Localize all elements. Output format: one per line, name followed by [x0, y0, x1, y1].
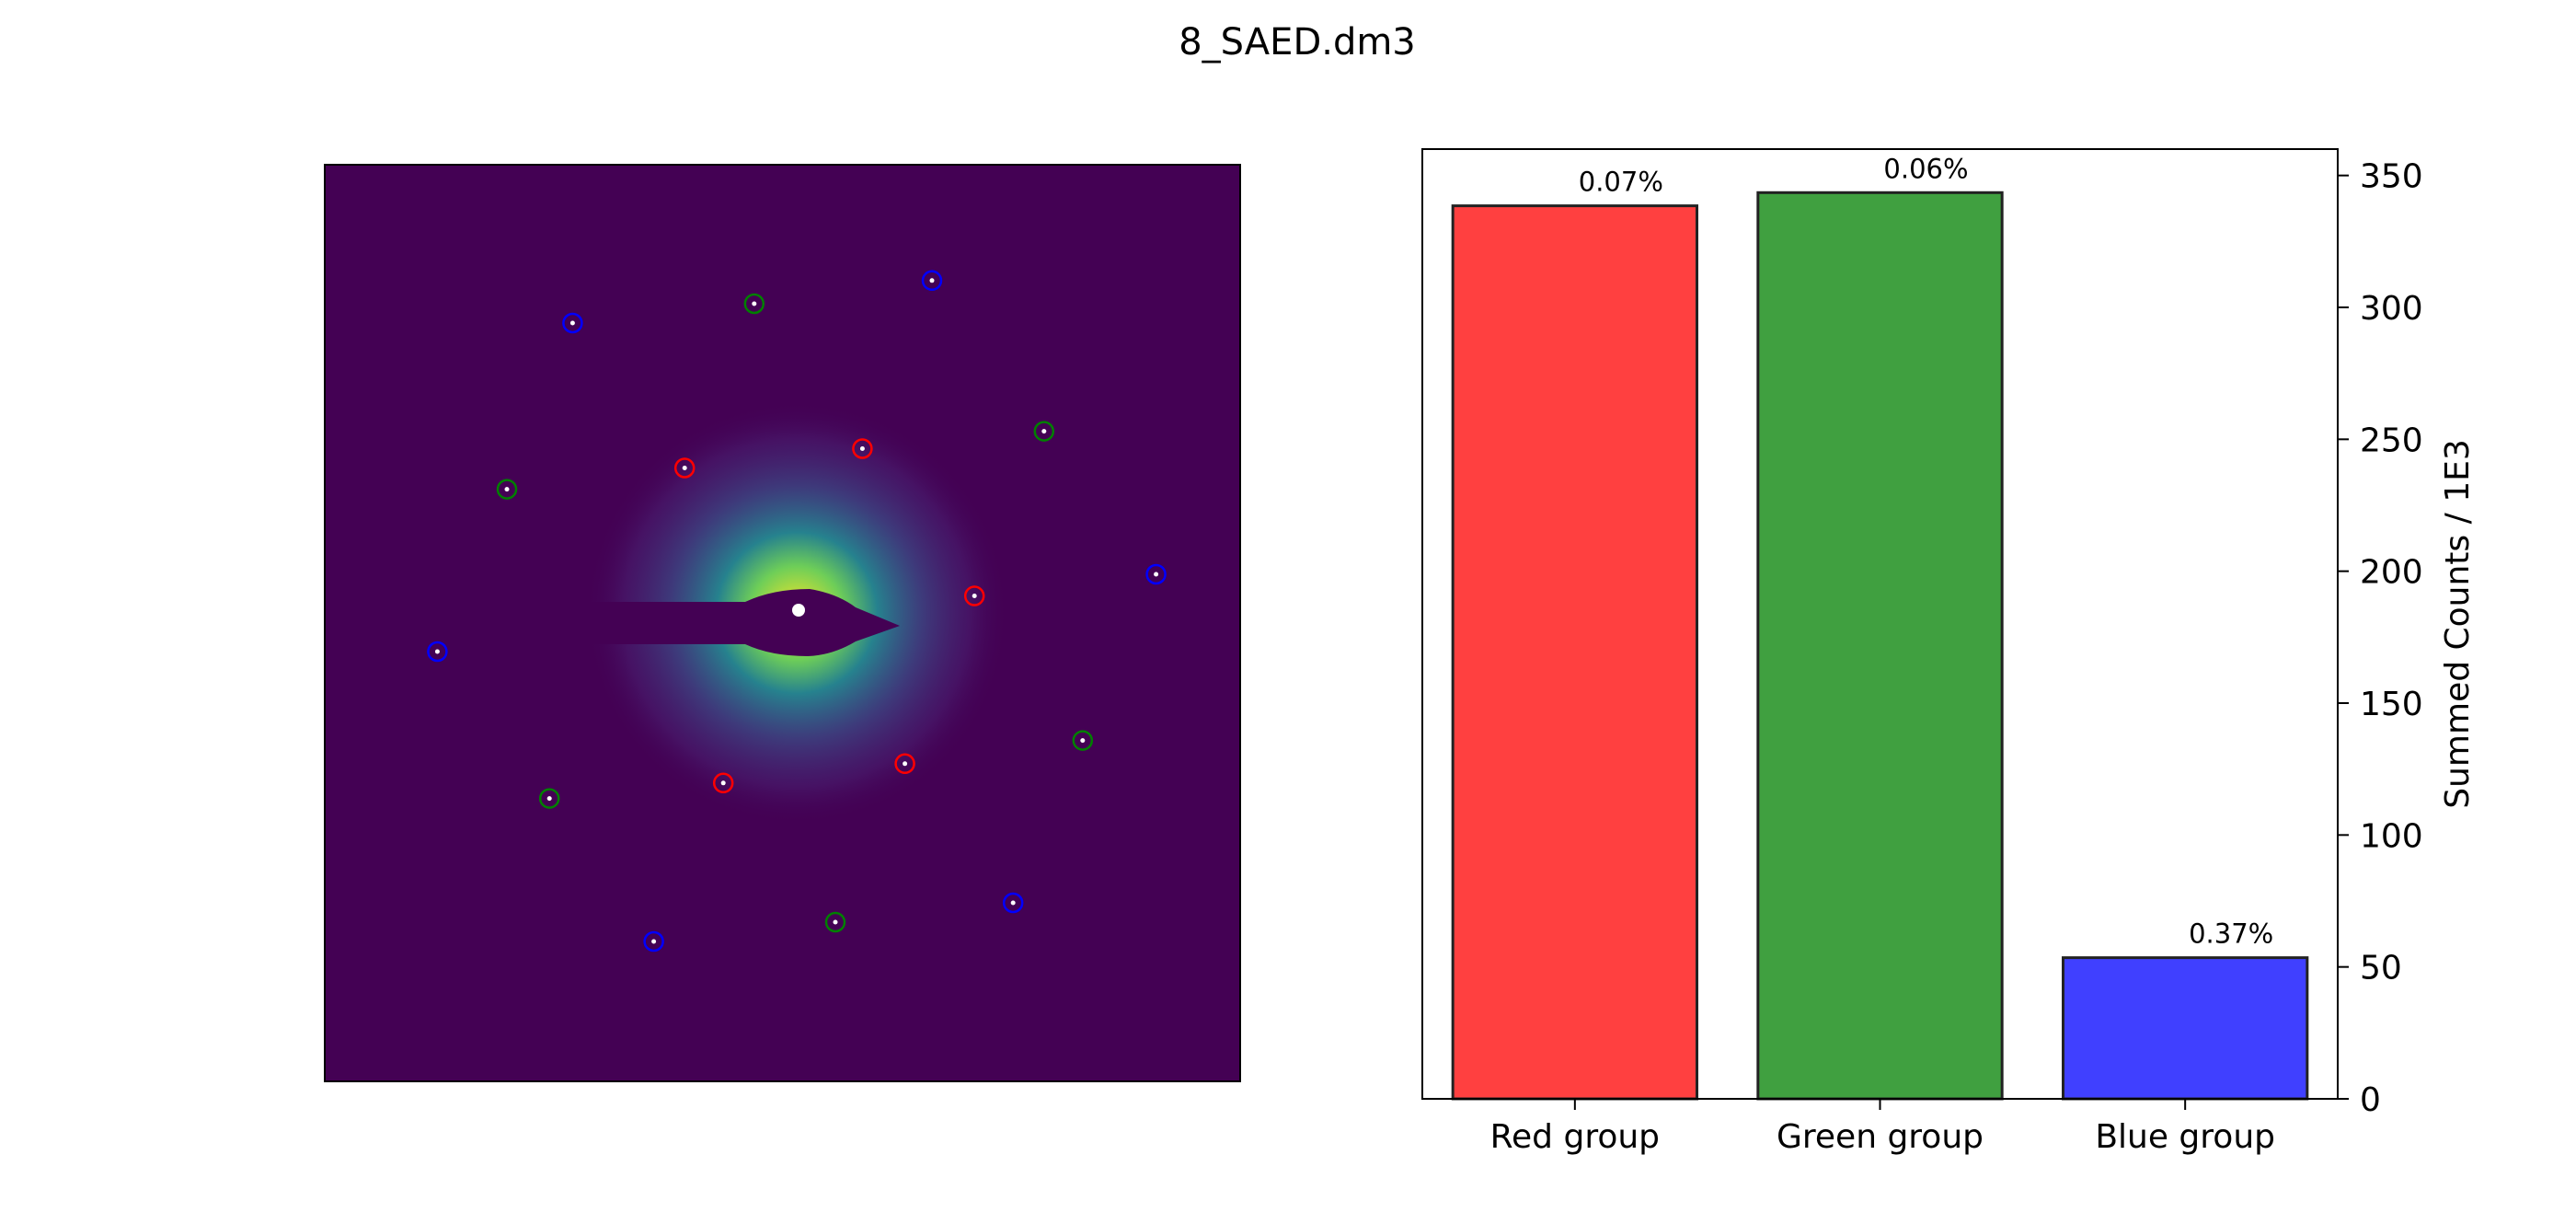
red-spot-marker: [673, 457, 696, 479]
bar-green-group: [1756, 191, 2004, 1101]
bar-red-group: [1451, 204, 1698, 1101]
image-frame: [324, 164, 1241, 1082]
x-tick-label: Green group: [1777, 1118, 1984, 1156]
y-tick-label: 350: [2360, 158, 2423, 196]
y-tick-label: 250: [2360, 421, 2423, 459]
red-spot: [903, 761, 908, 767]
blue-spot: [569, 320, 575, 326]
bar-annotation: 0.37%: [2189, 918, 2273, 950]
green-spot-marker: [496, 479, 518, 500]
y-axis-label: Summed Counts / 1E3: [2439, 439, 2477, 808]
green-spot-marker: [1072, 730, 1094, 751]
bar-annotation: 0.06%: [1883, 153, 1968, 184]
x-tick-label: Blue group: [2095, 1118, 2275, 1156]
x-tick-label: Red group: [1490, 1118, 1660, 1156]
bars: 0.07% 0.06% 0.37%: [1451, 153, 2309, 1101]
diffraction-spots: [427, 270, 1167, 953]
green-spot-marker: [824, 911, 846, 933]
red-spot-marker: [712, 772, 734, 794]
green-spot: [833, 919, 838, 925]
blue-spot-marker: [921, 270, 943, 292]
red-spot-marker: [894, 753, 915, 775]
diffraction-image-panel: [325, 165, 1240, 1081]
beam-stop: [580, 589, 900, 656]
blue-spot-marker: [643, 930, 664, 953]
blue-spot: [651, 939, 657, 944]
y-tick-label: 0: [2360, 1081, 2381, 1119]
blue-spot: [1010, 900, 1016, 906]
figure-title: 8_SAED.dm3: [1179, 21, 1416, 64]
green-spot: [546, 796, 552, 802]
green-spot: [1080, 738, 1086, 744]
blue-spot: [929, 278, 935, 283]
direct-beam-spot: [792, 604, 805, 617]
blue-spot-marker: [427, 641, 448, 663]
green-spot: [1041, 429, 1047, 434]
bar-blue-group: [2062, 956, 2309, 1101]
x-axis: Red group Green group Blue group: [1490, 1099, 2275, 1156]
red-spot: [720, 780, 726, 786]
green-spot: [752, 301, 757, 306]
y-tick-label: 200: [2360, 554, 2423, 592]
green-spot-marker: [538, 788, 560, 809]
y-tick-label: 50: [2360, 950, 2402, 987]
blue-spot-marker: [562, 312, 583, 334]
green-spot: [504, 487, 510, 492]
blue-spot: [434, 649, 440, 654]
red-spot: [972, 594, 977, 599]
blue-spot: [1154, 572, 1159, 577]
red-spot: [682, 466, 687, 470]
y-axis: 0 50 100 150 200 250 300 350: [2338, 158, 2423, 1119]
bar-annotation: 0.07%: [1579, 167, 1663, 198]
green-spot-marker: [1033, 421, 1055, 442]
bar-chart: 0.07% 0.06% 0.37% 0 50 100 150 200 250 300 350 Re…: [1421, 148, 2477, 1156]
red-spot-marker: [852, 438, 873, 459]
y-tick-label: 300: [2360, 290, 2423, 328]
red-spot: [859, 446, 865, 451]
y-tick-label: 100: [2360, 817, 2423, 855]
green-spot-marker: [743, 293, 765, 315]
y-tick-label: 150: [2360, 686, 2423, 723]
blue-spot-marker: [1145, 563, 1167, 585]
red-spot-marker: [963, 585, 985, 606]
blue-spot-marker: [1002, 892, 1024, 914]
